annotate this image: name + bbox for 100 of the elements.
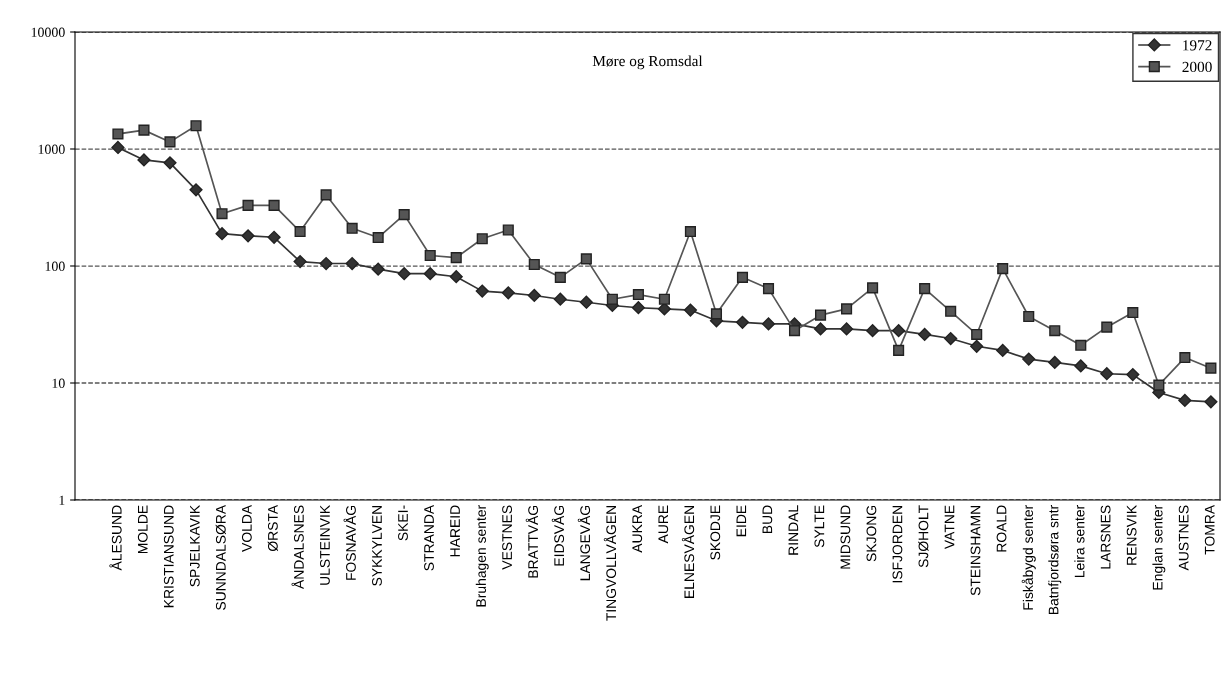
- point: [814, 309, 827, 321]
- point: [137, 153, 151, 167]
- point: [242, 199, 254, 211]
- x-tick-label: ISFJORDEN: [892, 505, 903, 583]
- x-tick-label: AURE: [658, 505, 669, 544]
- point: [1153, 379, 1165, 391]
- point: [1179, 351, 1191, 364]
- point: [996, 343, 1010, 357]
- point: [449, 270, 463, 284]
- point: [397, 267, 411, 281]
- point: [424, 249, 436, 262]
- point: [268, 199, 280, 211]
- y-tick-label: 100: [45, 261, 65, 271]
- x-tick-label: HAREID: [450, 505, 460, 557]
- point: [736, 271, 749, 283]
- point: [1075, 339, 1087, 351]
- x-tick-label: RENSVIK: [1126, 505, 1137, 565]
- x-tick-label: BRATTVÅG: [525, 505, 539, 578]
- point: [346, 222, 358, 234]
- x-tick-label: VESTNES: [502, 505, 513, 570]
- x-tick-label: SUNNDALSØRA: [215, 504, 226, 610]
- legend-label: 2000: [1182, 61, 1212, 73]
- point: [1074, 359, 1088, 373]
- x-tick-label: STEINSHAMN: [970, 505, 981, 596]
- x-tick-label: MOLDE: [137, 505, 148, 554]
- y-tick-label: 1000: [38, 144, 65, 154]
- x-tick-label: STRANDA: [424, 504, 434, 571]
- point: [371, 262, 385, 276]
- point: [553, 292, 567, 306]
- point: [579, 295, 593, 309]
- x-tick-label: SJØHOLT: [918, 505, 929, 568]
- point: [606, 293, 618, 305]
- x-tick-label: LANGEVÅG: [577, 505, 591, 581]
- legend-label: 1972: [1183, 40, 1212, 51]
- point: [761, 317, 776, 331]
- point: [735, 315, 750, 329]
- point: [762, 283, 775, 295]
- point: [971, 328, 983, 341]
- point: [372, 232, 384, 244]
- x-tick-label: Fiskåbygd senter: [1021, 505, 1036, 610]
- point: [216, 208, 228, 220]
- x-tick-label: ÅLESUND: [109, 505, 122, 571]
- x-tick-label: SKEI-: [398, 505, 408, 541]
- x-tick-label: VOLDA: [241, 504, 252, 552]
- point: [632, 289, 644, 301]
- point: [867, 282, 879, 294]
- point: [1100, 367, 1114, 381]
- point: [1101, 321, 1113, 333]
- x-tick-label: EIDE: [736, 505, 747, 537]
- point: [164, 136, 176, 148]
- x-tick-label: ØRSTA: [267, 504, 279, 552]
- x-tick-label: RINDAL: [788, 505, 799, 555]
- point: [919, 283, 931, 295]
- point: [1127, 307, 1139, 319]
- x-tick-label: EIDSVÅG: [551, 505, 565, 566]
- point: [189, 183, 203, 197]
- x-tick-label: AUSTNES: [1178, 505, 1189, 571]
- point: [944, 331, 958, 346]
- point: [527, 288, 541, 303]
- point: [293, 255, 307, 269]
- point: [554, 271, 566, 283]
- x-tick-label: SYLTE: [814, 505, 825, 548]
- x-tick-label: ULSTEINVIK: [320, 505, 330, 585]
- point: [1126, 368, 1140, 382]
- x-tick-label: Bruhagen senter: [475, 505, 489, 607]
- point: [684, 225, 696, 238]
- point: [320, 189, 332, 201]
- point: [970, 339, 984, 353]
- x-tick-label: AUKRA: [632, 504, 643, 553]
- x-tick-label: FOSNAVÅG: [343, 505, 356, 580]
- x-tick-label: Englan senter: [1152, 505, 1166, 590]
- point: [163, 156, 177, 170]
- point: [1049, 325, 1061, 337]
- point: [111, 140, 125, 155]
- point: [866, 324, 880, 338]
- point: [893, 344, 905, 356]
- point: [683, 303, 698, 317]
- point: [710, 308, 723, 320]
- point: [502, 224, 514, 236]
- point: [345, 256, 359, 271]
- point: [241, 229, 255, 243]
- point: [528, 258, 540, 271]
- point: [839, 322, 854, 336]
- point: [319, 256, 333, 271]
- point: [1048, 355, 1062, 369]
- x-tick-label: SKJONG: [866, 505, 877, 562]
- point: [112, 128, 124, 140]
- point: [1023, 310, 1035, 323]
- point: [918, 327, 932, 342]
- point: [1178, 393, 1192, 407]
- x-tick-label: ROALD: [996, 505, 1007, 552]
- point: [841, 303, 853, 315]
- point: [294, 225, 306, 238]
- point: [476, 233, 488, 245]
- x-tick-label: MIDSUND: [840, 505, 851, 569]
- x-tick-label: ELNESVÅGEN: [681, 506, 695, 598]
- point: [138, 124, 150, 136]
- point: [580, 253, 592, 265]
- y-tick-label: 1: [59, 495, 65, 505]
- x-tick-label: VATNE: [944, 505, 955, 550]
